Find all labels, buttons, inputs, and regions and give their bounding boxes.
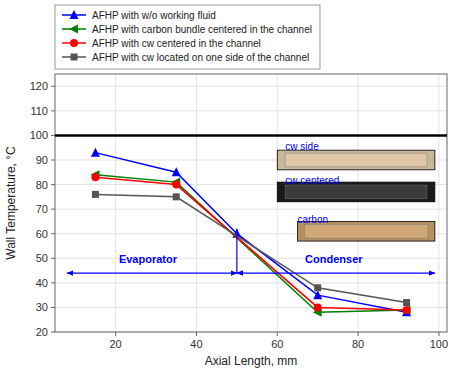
y-tick <box>51 332 55 333</box>
x-tick <box>358 332 359 336</box>
legend-item: AFHP with cw centered in the channel <box>62 38 261 49</box>
annotation-text: cw centered <box>285 175 339 186</box>
image-frame <box>277 150 435 170</box>
y-grid-line <box>55 86 447 87</box>
x-tick-label: 60 <box>271 338 283 350</box>
data-point <box>314 284 321 291</box>
annotation-shapes <box>55 135 447 273</box>
y-tick-label: 30 <box>36 301 48 313</box>
y-tick <box>51 307 55 308</box>
series-line <box>95 194 406 302</box>
background <box>0 0 459 373</box>
y-tick <box>51 258 55 259</box>
data-point <box>92 191 99 198</box>
y-tick-label: 50 <box>36 252 48 264</box>
legend-label: AFHP with w/o working fluid <box>92 10 216 21</box>
image-inner <box>285 185 427 199</box>
y-grid-line <box>55 282 447 283</box>
plot-frame <box>55 74 447 332</box>
data-point <box>402 305 411 314</box>
y-tick-label: 60 <box>36 228 48 240</box>
double-arrow <box>67 272 237 273</box>
image-placeholder <box>277 150 435 170</box>
horizontal-line <box>55 134 447 137</box>
legend-marker <box>69 25 78 34</box>
x-grid-line <box>115 74 116 332</box>
y-tick-label: 100 <box>30 129 48 141</box>
y-tick <box>51 110 55 111</box>
legend-label: AFHP with cw centered in the channel <box>92 38 261 49</box>
y-tick <box>51 184 55 185</box>
annotation-text: carbon <box>297 214 328 225</box>
x-grid-line <box>358 74 359 332</box>
legend-item: AFHP with carbon bundle centered in the … <box>62 24 312 35</box>
x-axis-label: Axial Length, mm <box>205 354 298 368</box>
annotation-text: Evaporator <box>119 253 178 265</box>
legend-item: AFHP with w/o working fluid <box>62 10 216 21</box>
x-grid-line <box>277 74 278 332</box>
data-point <box>91 148 100 157</box>
y-tick <box>51 282 55 283</box>
data-point <box>403 299 410 306</box>
vertical-line <box>236 229 237 273</box>
annotation-text: cw side <box>285 141 319 152</box>
y-tick-label: 80 <box>36 179 48 191</box>
x-tick-label: 100 <box>430 338 448 350</box>
x-tick-label: 20 <box>109 338 121 350</box>
data-point <box>91 173 99 181</box>
y-tick <box>51 86 55 87</box>
y-tick-label: 110 <box>30 105 48 117</box>
axes: 20 40 60 80 100 20 30 40 50 60 70 80 90 100 110 120 <box>30 74 448 350</box>
y-grid-line <box>55 307 447 308</box>
data-point <box>173 193 180 200</box>
y-tick-label: 120 <box>30 80 48 92</box>
data-point <box>314 303 322 311</box>
x-tick <box>438 332 439 336</box>
x-tick-label: 80 <box>352 338 364 350</box>
x-tick <box>277 332 278 336</box>
grid <box>55 74 447 332</box>
y-grid-line <box>55 209 447 210</box>
y-axis-label: Wall Temperature, °C <box>4 146 18 260</box>
y-grid-line <box>55 110 447 111</box>
x-grid-line <box>438 74 439 332</box>
double-arrow <box>237 272 435 273</box>
y-tick-label: 90 <box>36 154 48 166</box>
y-tick-label: 40 <box>36 277 48 289</box>
image-inner <box>304 224 428 238</box>
x-tick-label: 40 <box>190 338 202 350</box>
data-point <box>172 181 180 189</box>
annotations: Evaporator Condenser cw side cw centered car… <box>119 141 363 265</box>
legend: AFHP with w/o working fluid AFHP with car… <box>55 5 320 69</box>
y-tick-label: 70 <box>36 203 48 215</box>
legend-marker <box>71 54 78 61</box>
data-point <box>313 290 322 299</box>
legend-item: AFHP with cw located on one side of the … <box>62 52 309 63</box>
legend-marker <box>70 10 79 19</box>
y-tick <box>51 209 55 210</box>
legend-label: AFHP with carbon bundle centered in the … <box>92 24 312 35</box>
y-tick-label: 20 <box>36 326 48 338</box>
annotation-text: Condenser <box>305 253 363 265</box>
y-grid-line <box>55 135 447 136</box>
y-tick <box>51 160 55 161</box>
legend-box <box>55 5 320 69</box>
data-point <box>403 306 411 314</box>
x-tick <box>115 332 116 336</box>
y-grid-line <box>55 258 447 259</box>
chart: 20 40 60 80 100 20 30 40 50 60 70 80 90 100 110 120 Axia… <box>0 0 459 373</box>
x-tick <box>196 332 197 336</box>
data-point <box>172 167 181 176</box>
image-inner <box>285 153 427 167</box>
legend-marker <box>70 39 78 47</box>
legend-label: AFHP with cw located on one side of the … <box>92 52 309 63</box>
series <box>92 191 410 306</box>
y-tick <box>51 135 55 136</box>
y-tick <box>51 233 55 234</box>
